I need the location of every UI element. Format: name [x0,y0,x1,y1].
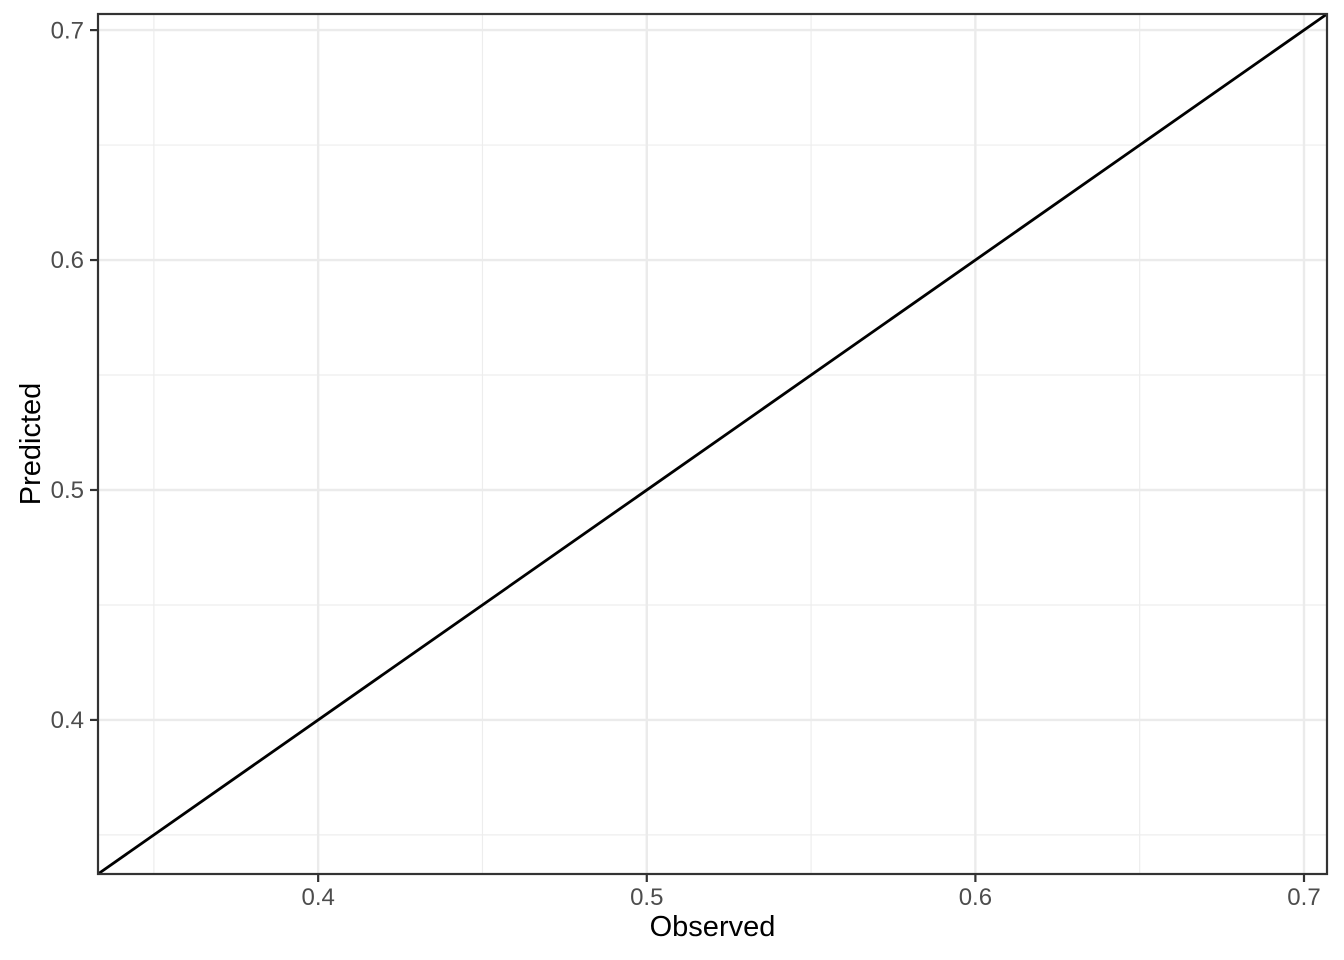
panel-border [96,12,1329,876]
x-tick-label: 0.5 [630,884,663,911]
x-axis-title: Observed [650,911,776,943]
axis-tick-labels: 0.4 0.5 0.6 0.7 0.4 0.5 0.6 0.7 [51,17,1321,911]
y-tick-label: 0.5 [51,477,84,504]
y-tick-label: 0.6 [51,247,84,274]
identity-line [97,12,1328,876]
axis-tick-marks [90,28,1306,882]
x-tick-label: 0.7 [1287,884,1320,911]
data-series [97,12,1328,876]
minor-gridlines [98,14,1327,874]
y-tick-label: 0.4 [51,707,84,734]
major-gridlines [98,14,1327,874]
y-axis-title: Predicted [15,383,47,506]
x-tick-label: 0.6 [959,884,992,911]
x-tick-label: 0.4 [301,884,334,911]
y-tick-label: 0.7 [51,17,84,44]
